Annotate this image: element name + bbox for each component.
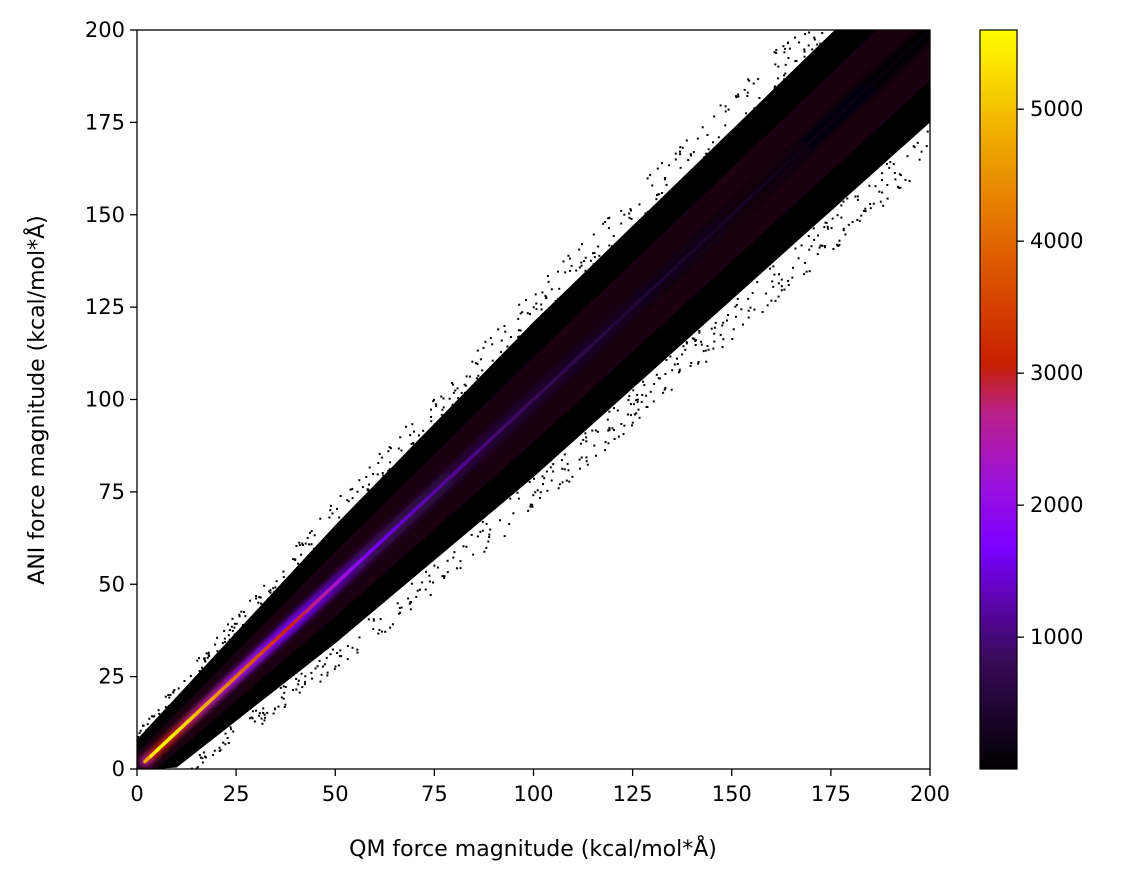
colorbar-gradient [980,30,1017,769]
y-tick-label: 75 [98,480,125,504]
y-tick-label: 175 [85,110,125,134]
x-tick-label: 50 [322,782,349,806]
density-ridge [143,30,930,764]
y-axis-label: ANI force magnitude (kcal/mol*Å) [23,215,50,584]
y-tick-label: 100 [85,388,125,412]
x-tick-label: 175 [811,782,851,806]
colorbar-tick-label: 2000 [1030,493,1083,517]
colorbar-tick-label: 4000 [1030,229,1083,253]
y-tick-label: 200 [85,18,125,42]
y-tick-label: 150 [85,203,125,227]
density-layer [137,30,930,769]
colorbar-frame [979,29,1018,770]
x-tick-label: 75 [421,782,448,806]
x-axis-label: QM force magnitude (kcal/mol*Å) [349,835,717,862]
x-tick-label: 200 [910,782,950,806]
x-tick-label: 150 [712,782,752,806]
outlier-specks [137,31,929,769]
x-tick-label: 0 [130,782,143,806]
x-tick-label: 125 [613,782,653,806]
y-axis: 0 25 50 75 100 125 150 175 200 [85,18,137,781]
y-tick-label: 0 [112,757,125,781]
y-tick-label: 25 [98,665,125,689]
colorbar-tick-label: 1000 [1030,625,1083,649]
colorbar-axis: 1000 2000 3000 4000 5000 [1017,97,1083,649]
x-tick-label: 25 [223,782,250,806]
colorbar-tick-label: 5000 [1030,97,1083,121]
y-tick-label: 125 [85,295,125,319]
x-axis: 0 25 50 75 100 125 150 175 200 [130,769,950,806]
colorbar-tick-label: 3000 [1030,361,1083,385]
x-tick-label: 100 [513,782,553,806]
y-tick-label: 50 [98,572,125,596]
